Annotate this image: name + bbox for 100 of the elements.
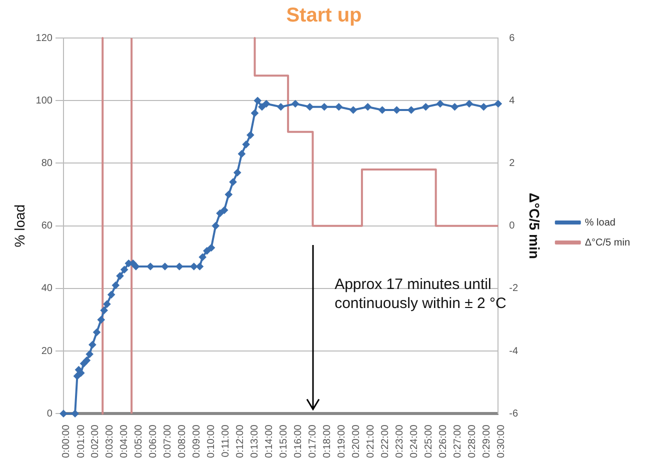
- point: [393, 106, 400, 114]
- point: [225, 191, 232, 198]
- point: [208, 244, 215, 252]
- y-tick-label: 40: [41, 283, 53, 294]
- y2-axis-title: Δ°C/5 min: [526, 192, 543, 259]
- x-tick-label: 0:24:00: [408, 424, 420, 458]
- x-tick-label: 0:12:00: [235, 424, 246, 458]
- point: [120, 266, 128, 274]
- x-tick-label: 0:17:00: [308, 424, 319, 458]
- point: [212, 222, 220, 230]
- legend-label: % load: [584, 217, 616, 228]
- point: [378, 106, 386, 114]
- point: [146, 263, 154, 270]
- legend-label: Δ°C/5 min: [584, 237, 630, 248]
- point: [436, 100, 444, 108]
- point: [132, 263, 140, 270]
- point: [190, 263, 198, 270]
- x-tick-label: 0:10:00: [206, 424, 218, 458]
- point: [422, 103, 430, 110]
- point: [88, 341, 96, 348]
- point: [234, 169, 241, 176]
- point: [408, 106, 415, 114]
- point: [203, 247, 210, 254]
- point: [230, 178, 237, 186]
- point: [262, 100, 270, 108]
- point: [86, 350, 94, 358]
- point: [98, 316, 105, 324]
- point: [480, 103, 488, 110]
- x-tick-label: 0:09:00: [192, 424, 203, 458]
- x-tick-label: 0:26:00: [438, 424, 449, 458]
- x-tick-label: 0:08:00: [177, 424, 188, 458]
- x-tick-label: 0:30:00: [496, 424, 507, 458]
- point: [335, 103, 342, 110]
- x-tick-label: 0:20:00: [351, 424, 362, 458]
- point: [93, 328, 100, 336]
- x-tick-label: 0:27:00: [452, 424, 464, 458]
- y-tick-label: 100: [36, 95, 53, 106]
- x-tick-label: 0:18:00: [322, 424, 334, 458]
- x-tick-label: 0:07:00: [162, 424, 174, 458]
- point: [494, 100, 502, 108]
- x-tick-label: 0:02:00: [90, 424, 102, 458]
- point: [350, 106, 357, 114]
- point: [220, 206, 228, 214]
- point: [112, 282, 120, 289]
- point: [251, 110, 258, 117]
- y2-tick-label: -2: [509, 283, 519, 294]
- x-tick-label: 0:14:00: [264, 424, 276, 458]
- point: [72, 410, 79, 418]
- y-tick-label: 0: [46, 408, 53, 420]
- point: [100, 306, 108, 314]
- point: [242, 140, 250, 148]
- x-tick-label: 0:06:00: [148, 424, 160, 458]
- point: [116, 272, 124, 280]
- point: [103, 300, 110, 308]
- point: [246, 132, 254, 139]
- point: [258, 103, 266, 110]
- x-tick-label: 0:16:00: [293, 424, 304, 458]
- x-tick-label: 0:03:00: [104, 424, 116, 458]
- x-tick-label: 0:19:00: [336, 424, 348, 458]
- x-tick-label: 0:28:00: [466, 424, 478, 458]
- point: [254, 97, 262, 104]
- x-tick-label: 0:23:00: [394, 424, 406, 458]
- point: [320, 103, 328, 110]
- point: [292, 100, 299, 108]
- point: [161, 263, 168, 270]
- y-tick-label: 120: [36, 32, 53, 44]
- x-tick-label: 0:29:00: [481, 424, 492, 458]
- point: [60, 410, 67, 418]
- y-tick-label: 80: [41, 158, 53, 169]
- x-tick-label: 0:00:00: [61, 424, 72, 458]
- x-tick-label: 0:13:00: [250, 424, 261, 458]
- annotation: Approx 17 minutes until continuously within ± 2 °C: [334, 274, 508, 313]
- x-tick-label: 0:05:00: [134, 424, 145, 458]
- y2-tick-label: 0: [509, 220, 516, 232]
- x-tick-label: 0:04:00: [119, 424, 130, 458]
- point: [130, 260, 137, 267]
- point: [277, 103, 284, 110]
- point: [80, 360, 88, 368]
- x-tick-label: 0:25:00: [424, 424, 435, 458]
- x-tick-label: 0:11:00: [220, 424, 232, 458]
- chart-title: Start up: [286, 4, 362, 27]
- x-tick-label: 0:22:00: [380, 424, 392, 458]
- point: [238, 150, 246, 158]
- y2-tick-label: -6: [509, 408, 519, 420]
- y-tick-label: 60: [41, 220, 53, 232]
- point: [199, 254, 206, 261]
- point: [176, 263, 183, 270]
- y2-tick-label: 6: [509, 32, 516, 44]
- y2-tick-label: -4: [509, 346, 519, 357]
- y-tick-label: 20: [41, 346, 53, 357]
- point: [466, 100, 473, 108]
- y2-tick-label: 4: [509, 95, 516, 106]
- point: [451, 103, 458, 110]
- y2-tick-label: 2: [509, 158, 516, 169]
- y-axis-title: % load: [11, 204, 28, 248]
- point: [108, 291, 115, 298]
- point: [306, 103, 314, 110]
- point: [216, 210, 224, 217]
- x-tick-label: 0:01:00: [76, 424, 87, 458]
- point: [364, 103, 372, 110]
